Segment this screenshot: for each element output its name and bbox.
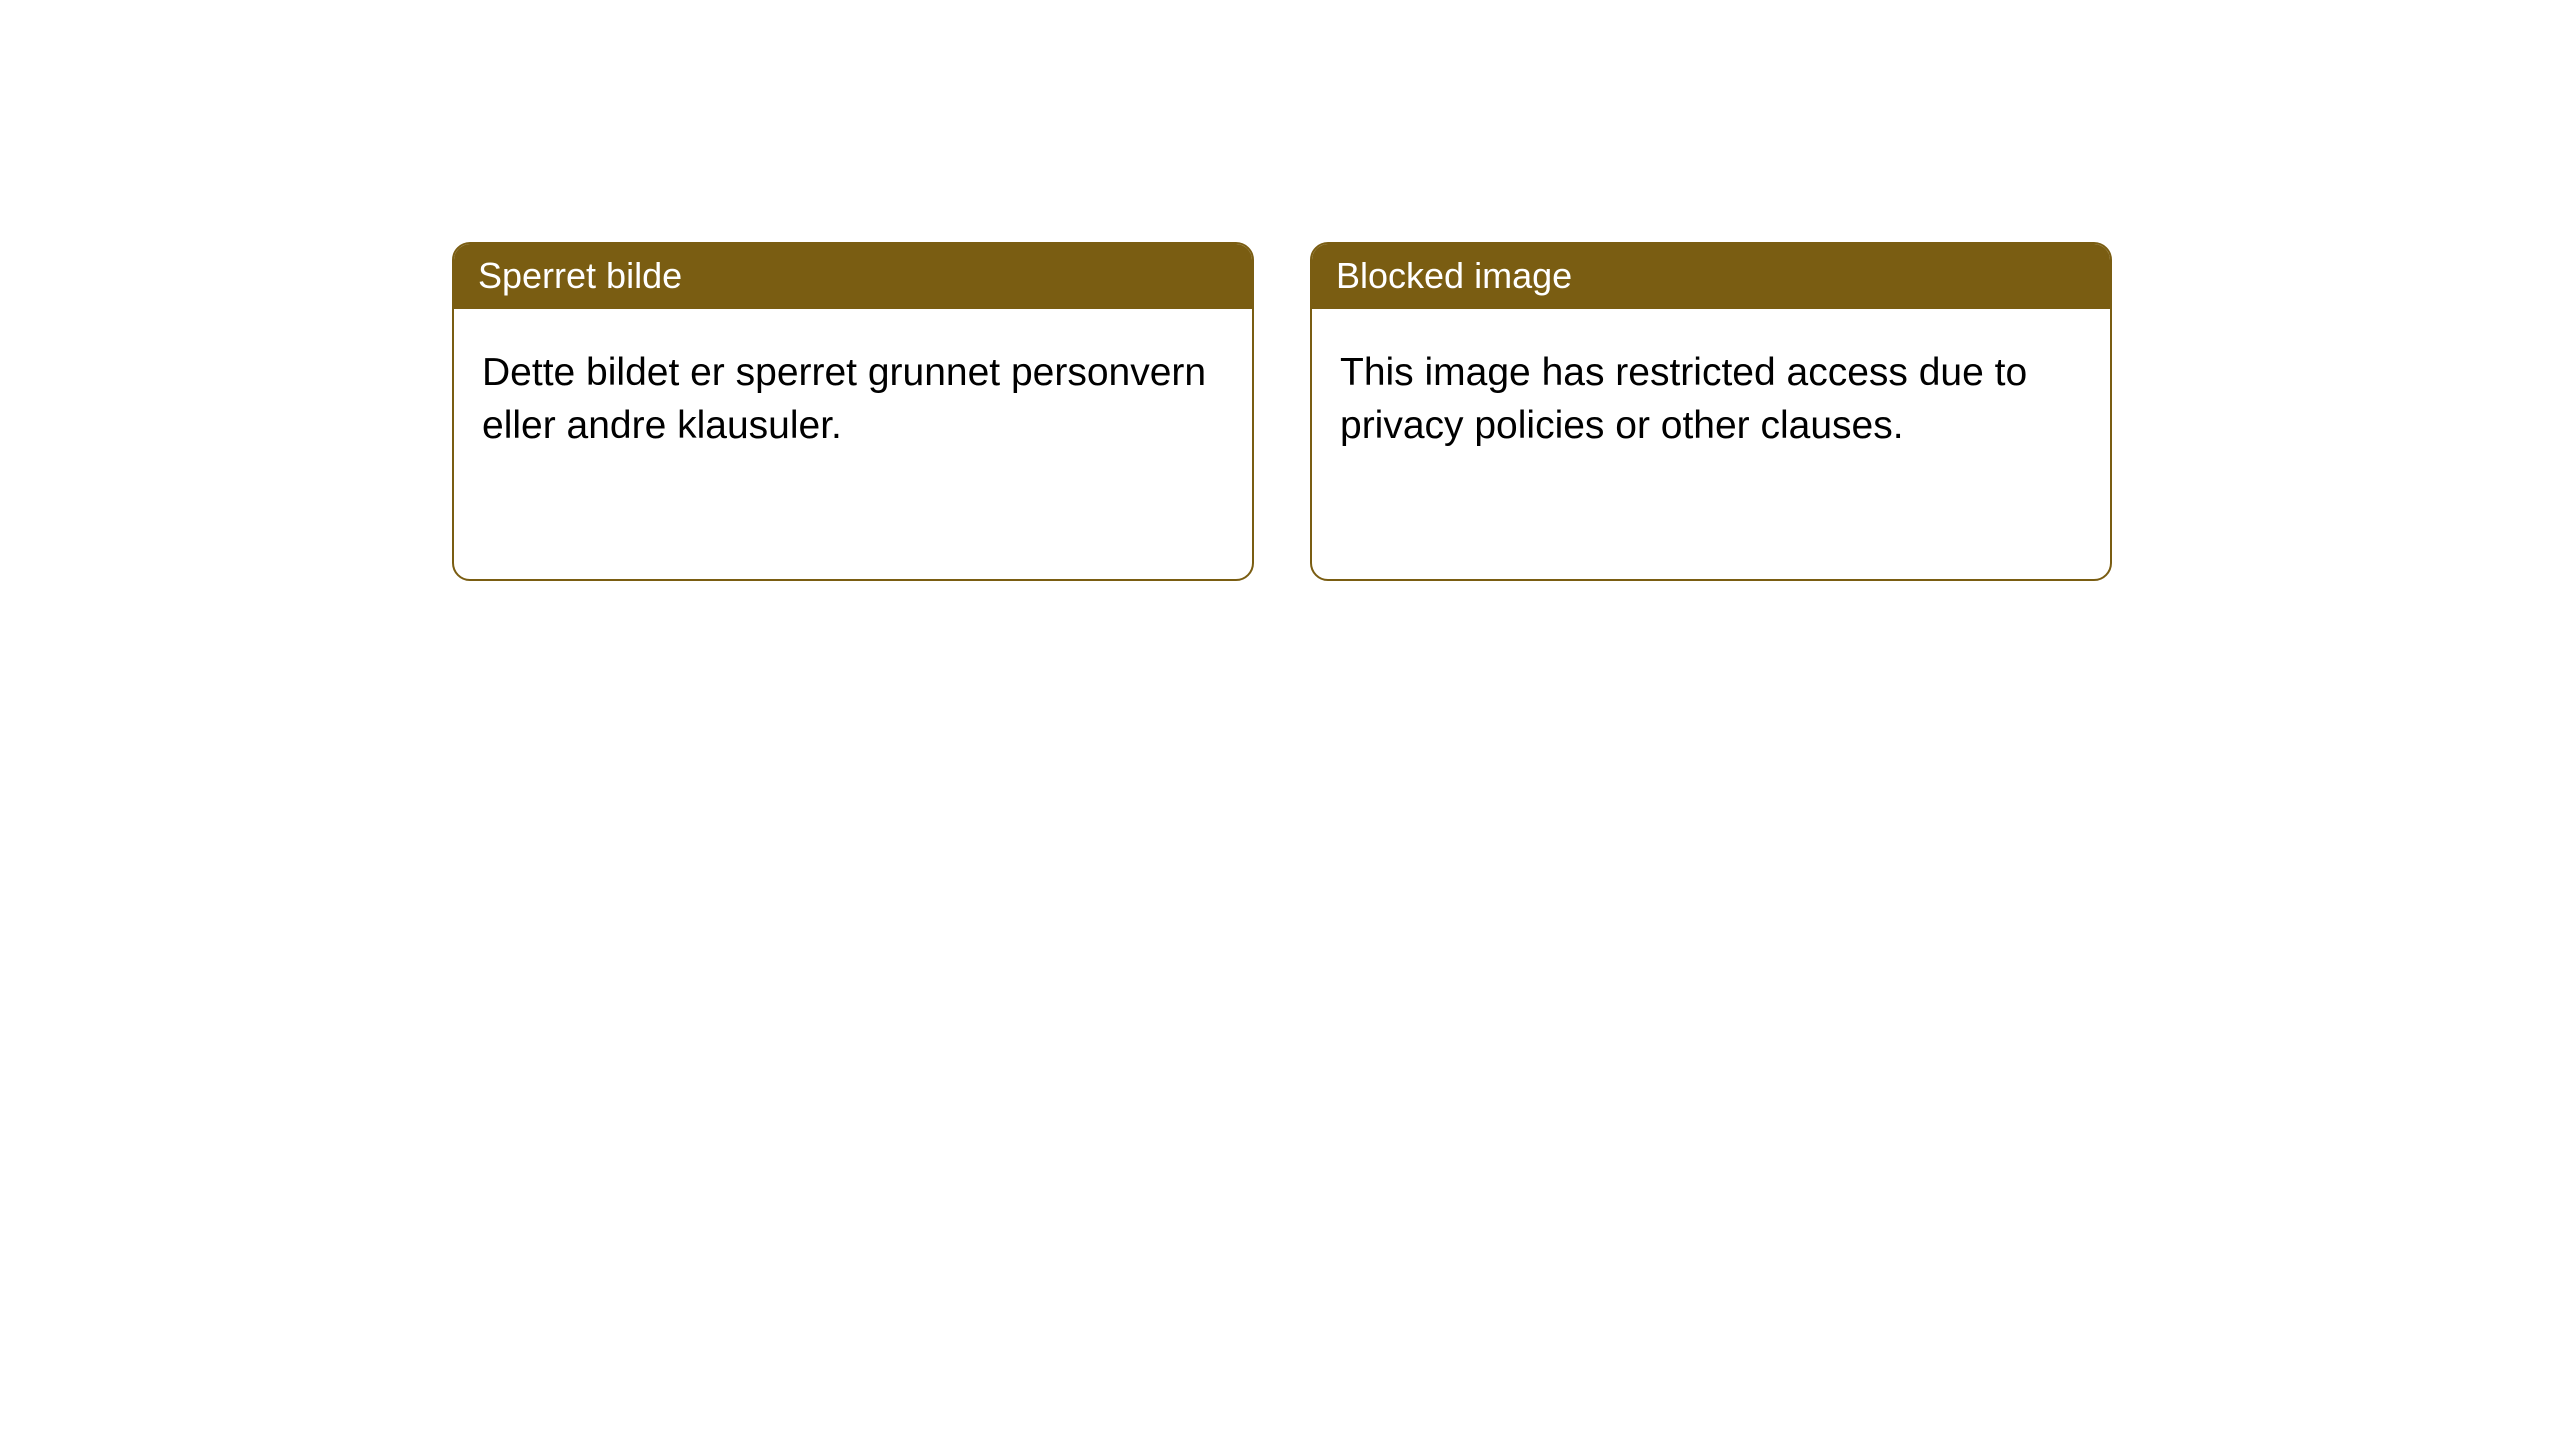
notice-header-english: Blocked image [1312,244,2110,309]
notice-header-norwegian: Sperret bilde [454,244,1252,309]
notice-body-english: This image has restricted access due to … [1312,309,2110,579]
notice-body-norwegian: Dette bildet er sperret grunnet personve… [454,309,1252,579]
notice-container: Sperret bilde Dette bildet er sperret gr… [0,0,2560,581]
notice-card-norwegian: Sperret bilde Dette bildet er sperret gr… [452,242,1254,581]
notice-card-english: Blocked image This image has restricted … [1310,242,2112,581]
